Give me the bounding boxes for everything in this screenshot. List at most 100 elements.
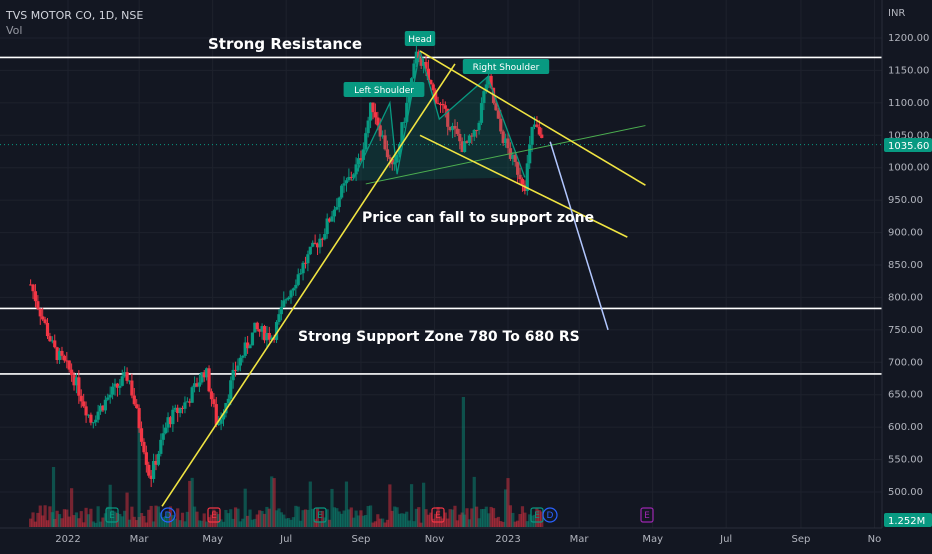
volume-bar	[224, 509, 228, 527]
lower-channel-line[interactable]	[419, 134, 628, 238]
projected-fall-line[interactable]	[549, 141, 609, 331]
candle-body	[402, 121, 406, 123]
volume-bar	[393, 506, 397, 527]
symbol-title[interactable]: TVS MOTOR CO, 1D, NSE	[6, 9, 144, 22]
volume-bar	[195, 511, 199, 527]
head-badge[interactable]	[404, 31, 436, 46]
candle-body	[371, 102, 375, 113]
volume-bar	[67, 516, 71, 527]
candle-body	[246, 342, 250, 349]
volume-bar	[156, 506, 161, 527]
price-tick: 500.00	[888, 487, 923, 498]
candle-body	[115, 383, 120, 388]
earnings-marker[interactable]	[640, 507, 654, 523]
candle-body	[185, 401, 189, 403]
candle-body	[299, 273, 303, 275]
volume-bar	[487, 513, 491, 527]
earnings-marker[interactable]	[431, 507, 445, 523]
dividend-marker[interactable]	[160, 507, 176, 523]
volume-bar	[262, 513, 267, 527]
right-shoulder-badge[interactable]	[462, 59, 550, 74]
volume-bar	[79, 511, 83, 527]
volume-bar	[250, 519, 255, 527]
candle-body	[236, 365, 240, 371]
support-zone-label[interactable]: Strong Support Zone 780 To 680 RS	[298, 329, 580, 345]
candle-body	[176, 407, 180, 414]
volume-bar	[361, 515, 365, 527]
candle-body	[166, 417, 170, 428]
candle-body	[123, 372, 127, 377]
candle-body	[482, 91, 486, 104]
candle-body	[344, 180, 349, 184]
event-marker-label: E	[534, 511, 540, 521]
volume-bar	[461, 397, 465, 527]
earnings-marker[interactable]	[313, 507, 327, 523]
candle-body	[29, 284, 33, 286]
volume-bar	[523, 512, 527, 527]
candle-body	[407, 91, 411, 103]
candle-body	[537, 126, 541, 135]
candle-body	[282, 300, 286, 307]
candle-body	[458, 133, 462, 142]
dividend-marker[interactable]	[542, 507, 558, 523]
volume-bar	[443, 512, 447, 527]
candle-body	[424, 61, 428, 69]
event-marker-label: E	[317, 511, 323, 521]
head-shoulders-fill	[352, 50, 525, 181]
earnings-marker[interactable]	[207, 507, 221, 523]
volume-bar	[98, 521, 103, 527]
candle-body	[315, 243, 320, 248]
candle-body	[354, 164, 358, 175]
candle-body	[214, 404, 218, 425]
volume-bar	[255, 514, 259, 527]
price-fall-label[interactable]: Price can fall to support zone	[362, 210, 594, 226]
time-tick: Mar	[130, 534, 150, 545]
candle-body	[332, 209, 337, 217]
volume-bar	[33, 521, 38, 527]
volume-bar	[185, 511, 189, 527]
left-shoulder-badge[interactable]	[343, 82, 425, 97]
candle-body	[195, 383, 199, 387]
candle-body	[190, 387, 194, 403]
earnings-marker[interactable]	[105, 507, 119, 523]
candle-body	[477, 122, 481, 130]
uptrend-line[interactable]	[161, 63, 456, 507]
volume-bar	[308, 481, 312, 527]
candle-body	[511, 154, 515, 159]
candle-body	[118, 385, 122, 388]
time-tick: No	[868, 534, 882, 545]
volume-bar	[74, 512, 79, 527]
volume-bar	[200, 520, 204, 527]
volume-bar	[101, 517, 105, 527]
volume-bar	[537, 510, 541, 527]
candle-body	[337, 197, 341, 208]
candle-body	[106, 397, 110, 400]
last-price-badge	[884, 138, 932, 152]
candle-body	[303, 262, 308, 264]
price-tick: 750.00	[888, 325, 923, 336]
volume-bar	[258, 510, 262, 527]
candle-body	[289, 290, 293, 298]
event-marker-label: E	[211, 511, 217, 521]
upper-channel-line[interactable]	[419, 50, 646, 186]
neckline-trendline[interactable]	[365, 125, 646, 185]
candle-body	[503, 138, 508, 144]
candle-body	[516, 161, 520, 175]
candle-body	[429, 80, 433, 85]
volume-bar	[373, 521, 377, 527]
candle-body	[270, 337, 274, 340]
volume-bar	[209, 514, 214, 527]
volume-bar	[344, 481, 349, 527]
candle-body	[41, 316, 45, 320]
candle-body	[470, 135, 474, 137]
volume-bar	[482, 509, 486, 527]
strong-resistance-label[interactable]: Strong Resistance	[208, 35, 362, 53]
volume-bar	[409, 484, 414, 527]
candle-body	[219, 419, 223, 424]
candle-body	[284, 299, 288, 301]
volume-bar	[202, 513, 206, 527]
candle-body	[347, 176, 351, 181]
candle-body	[443, 105, 447, 109]
